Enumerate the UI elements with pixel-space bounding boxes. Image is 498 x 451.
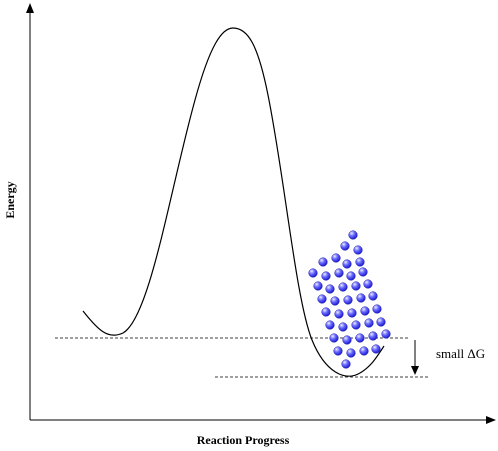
molecule-sphere [342,259,352,269]
molecule-sphere [355,257,365,267]
molecule-sphere [321,307,331,317]
molecule-sphere [347,308,357,318]
molecule-sphere [318,257,328,267]
molecule-sphere [331,253,341,263]
molecule-sphere [342,335,352,345]
molecule-sphere [351,320,361,330]
molecule-sphere [346,348,356,358]
molecule-sphere [346,271,356,281]
molecule-sphere [334,268,344,278]
molecule-sphere [333,346,343,356]
y-axis-arrowhead [26,3,34,13]
delta-g-arrow [411,340,419,375]
molecule-sphere [372,304,382,314]
axes [26,3,496,424]
molecule-sphere [351,281,361,291]
molecule-sphere [368,331,378,341]
molecule-sphere [338,322,348,332]
molecule-sphere [341,359,351,369]
delta-g-label: small ΔG [436,346,485,361]
x-axis-label: Reaction Progress [197,433,290,447]
y-axis-label: Energy [3,181,17,218]
molecule-sphere [353,245,363,255]
molecule-sphere [343,295,353,305]
molecule-sphere [356,293,366,303]
molecule-sphere [313,281,323,291]
molecule-sphere [308,268,318,278]
molecule-sphere [376,317,386,327]
energy-curve [82,27,385,377]
molecule-sphere [360,306,370,316]
molecule-sphere [329,333,339,343]
molecule-sphere [368,291,378,301]
molecule-sphere [358,267,368,277]
molecule-cluster [308,230,391,369]
x-axis-arrowhead [486,416,496,424]
molecule-sphere [348,230,358,240]
molecule-sphere [340,241,350,251]
molecule-sphere [363,279,373,289]
molecule-sphere [381,329,391,339]
molecule-sphere [371,344,381,354]
molecule-sphere [359,346,369,356]
molecule-sphere [334,309,344,319]
molecule-sphere [325,284,335,294]
molecule-sphere [355,333,365,343]
molecule-sphere [364,318,374,328]
molecule-sphere [317,294,327,304]
molecule-sphere [338,282,348,292]
molecule-sphere [330,296,340,306]
molecule-sphere [325,320,335,330]
molecule-sphere [321,271,331,281]
